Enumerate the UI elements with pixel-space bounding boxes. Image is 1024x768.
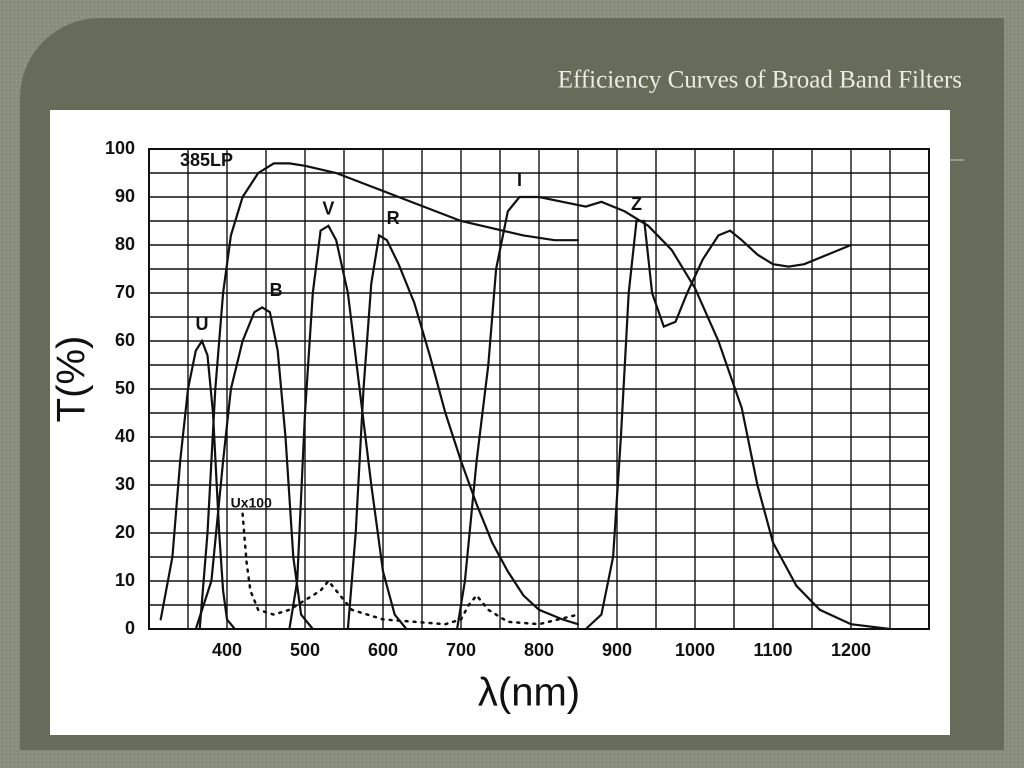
series-label: 385LP (180, 150, 233, 170)
series-label: Ux100 (231, 495, 272, 511)
series-line (346, 233, 580, 631)
y-tick-label: 50 (115, 378, 135, 398)
y-tick-label: 100 (105, 138, 135, 158)
y-tick-label: 30 (115, 474, 135, 494)
x-tick-label: 1200 (831, 640, 871, 660)
y-axis-label: T(%) (50, 336, 94, 423)
x-tick-label: 600 (368, 640, 398, 660)
x-tick-label: 700 (446, 640, 476, 660)
series-label: U (196, 314, 209, 334)
series-label: Z (631, 194, 642, 214)
chart: 0 10 20 30 40 50 60 70 80 90 100 400 500 600 700 800 900… (50, 138, 930, 715)
series-line (241, 512, 580, 626)
y-tick-label: 20 (115, 522, 135, 542)
slide-title: Efficiency Curves of Broad Band Filters (558, 67, 962, 94)
series-label: V (322, 199, 334, 219)
x-tick-label: 1000 (675, 640, 715, 660)
series-line (159, 338, 236, 631)
series-line (456, 195, 892, 631)
y-tick-label: 70 (115, 282, 135, 302)
x-tick-label: 400 (212, 640, 242, 660)
series-label: R (387, 208, 400, 228)
series-line (288, 224, 408, 631)
y-tick-label: 80 (115, 234, 135, 254)
y-tick-label: 60 (115, 330, 135, 350)
x-tick-label: 500 (290, 640, 320, 660)
y-tick-label: 0 (125, 618, 135, 638)
plot-frame (148, 148, 930, 630)
series-label: I (517, 170, 522, 190)
x-axis-label: λ(nm) (478, 671, 580, 715)
y-tick-label: 10 (115, 570, 135, 590)
x-tick-label: 800 (524, 640, 554, 660)
x-tick-label: 1100 (753, 640, 792, 660)
series-line (584, 219, 853, 631)
series-label: B (270, 280, 283, 300)
series-line (198, 162, 580, 631)
x-tick-label: 900 (602, 640, 632, 660)
y-tick-label: 40 (115, 426, 135, 446)
y-tick-label: 90 (115, 186, 135, 206)
series-line (194, 306, 314, 631)
